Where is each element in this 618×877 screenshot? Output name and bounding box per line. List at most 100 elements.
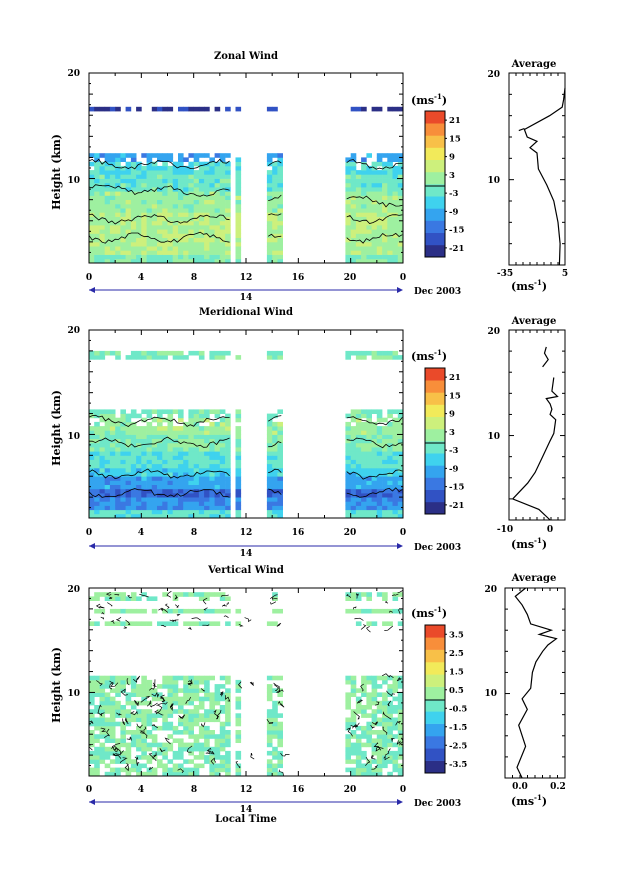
heatmap-cell bbox=[350, 350, 357, 356]
heatmap-cell bbox=[345, 161, 351, 167]
heatmap-cell bbox=[188, 467, 194, 473]
heatmap-cell bbox=[198, 488, 205, 494]
heatmap-cell bbox=[219, 195, 226, 200]
heatmap-cell bbox=[178, 750, 184, 756]
heatmap-cell bbox=[382, 746, 388, 752]
heatmap-cell bbox=[130, 409, 137, 414]
heatmap-cell bbox=[366, 434, 372, 439]
heatmap-cell bbox=[235, 738, 242, 743]
heatmap-cell bbox=[162, 216, 168, 222]
heatmap-cell bbox=[392, 254, 399, 260]
heatmap-cell bbox=[350, 688, 357, 693]
heatmap-cell bbox=[115, 705, 121, 710]
heatmap-cell bbox=[172, 350, 179, 356]
heatmap-cell bbox=[214, 692, 221, 697]
heatmap-cell bbox=[371, 225, 378, 230]
heatmap-cell bbox=[183, 355, 189, 360]
heatmap-cell bbox=[141, 463, 147, 469]
heatmap-cell bbox=[136, 497, 142, 502]
heatmap-cell bbox=[235, 182, 242, 188]
heatmap-cell bbox=[366, 442, 372, 448]
heatmap-cell bbox=[141, 195, 147, 200]
panel-title: Vertical Wind bbox=[207, 565, 284, 576]
colorbar-tick: 15 bbox=[449, 134, 461, 144]
heatmap-cell bbox=[125, 233, 132, 238]
heatmap-cell bbox=[89, 174, 95, 179]
heatmap-cell bbox=[371, 492, 378, 498]
heatmap-cell bbox=[183, 717, 189, 723]
heatmap-cell bbox=[371, 730, 378, 735]
colorbar-swatch bbox=[425, 736, 445, 749]
heatmap-cell bbox=[397, 191, 403, 196]
heatmap-cell bbox=[366, 608, 372, 614]
heatmap-cell bbox=[371, 233, 378, 238]
heatmap-cell bbox=[162, 434, 168, 439]
heatmap-cell bbox=[167, 621, 174, 626]
heatmap-cell bbox=[193, 153, 200, 158]
heatmap-cell bbox=[183, 472, 189, 477]
heatmap-cell bbox=[397, 161, 403, 167]
heatmap-cell bbox=[387, 505, 393, 511]
heatmap-cell bbox=[136, 746, 142, 752]
heatmap-cell bbox=[397, 763, 403, 769]
x-tick-label: 0 bbox=[400, 273, 406, 283]
heatmap-cell bbox=[235, 750, 242, 756]
heatmap-cell bbox=[225, 178, 231, 184]
heatmap-cell bbox=[219, 426, 226, 431]
heatmap-cell bbox=[277, 246, 283, 251]
heatmap-cell bbox=[204, 233, 210, 238]
heatmap-cell bbox=[162, 459, 168, 465]
heatmap-cell bbox=[104, 191, 111, 196]
heatmap-cell bbox=[99, 447, 106, 452]
heatmap-cell bbox=[188, 212, 194, 217]
heatmap-cell bbox=[130, 195, 137, 200]
heatmap-cell bbox=[151, 426, 158, 431]
heatmap-cell bbox=[120, 684, 126, 689]
heatmap-cell bbox=[167, 459, 174, 465]
heatmap-cell bbox=[109, 212, 116, 217]
contour-line bbox=[355, 593, 359, 596]
heatmap-cell bbox=[157, 713, 163, 718]
heatmap-cell bbox=[162, 746, 168, 752]
heatmap-cell bbox=[204, 596, 210, 601]
average-segment bbox=[518, 127, 525, 132]
heatmap-cell bbox=[387, 684, 393, 689]
axis-ticks bbox=[88, 72, 404, 264]
heatmap-cell bbox=[178, 497, 184, 502]
heatmap-cell bbox=[157, 208, 163, 213]
heatmap-cell bbox=[235, 246, 242, 251]
heatmap-cell bbox=[94, 220, 100, 226]
heatmap-cell bbox=[141, 679, 147, 685]
heatmap-cell bbox=[193, 191, 200, 196]
heatmap-cell bbox=[204, 717, 210, 723]
heatmap-cell bbox=[345, 472, 351, 477]
heatmap-cell bbox=[141, 472, 147, 477]
heatmap-cell bbox=[104, 178, 111, 184]
heatmap-cell bbox=[272, 216, 278, 222]
heatmap-cell bbox=[178, 241, 184, 247]
colorbar-swatch bbox=[425, 489, 445, 503]
heatmap-cell bbox=[115, 596, 121, 601]
heatmap-cell bbox=[109, 734, 116, 739]
heatmap-cell bbox=[167, 675, 174, 681]
heatmap-cell bbox=[209, 208, 215, 213]
heatmap-cell bbox=[172, 472, 179, 477]
heatmap-cell bbox=[146, 509, 153, 515]
heatmap-cell bbox=[141, 738, 147, 743]
heatmap-cell bbox=[167, 463, 174, 469]
heatmap-cell bbox=[104, 509, 111, 515]
heatmap-cell bbox=[115, 355, 121, 360]
heatmap-cell bbox=[183, 187, 189, 192]
heatmap-cell bbox=[272, 237, 278, 243]
heatmap-cell bbox=[109, 709, 116, 714]
heatmap-cell bbox=[162, 409, 168, 414]
heatmap-cell bbox=[141, 746, 147, 752]
heatmap-cell bbox=[109, 434, 116, 439]
heatmap-cell bbox=[209, 763, 215, 769]
heatmap-cell bbox=[193, 447, 200, 452]
heatmap-cell bbox=[219, 730, 226, 735]
heatmap-cell bbox=[361, 480, 367, 485]
colorbar-swatch bbox=[425, 184, 445, 197]
heatmap-cell bbox=[392, 717, 399, 723]
heatmap-cell bbox=[397, 165, 403, 171]
